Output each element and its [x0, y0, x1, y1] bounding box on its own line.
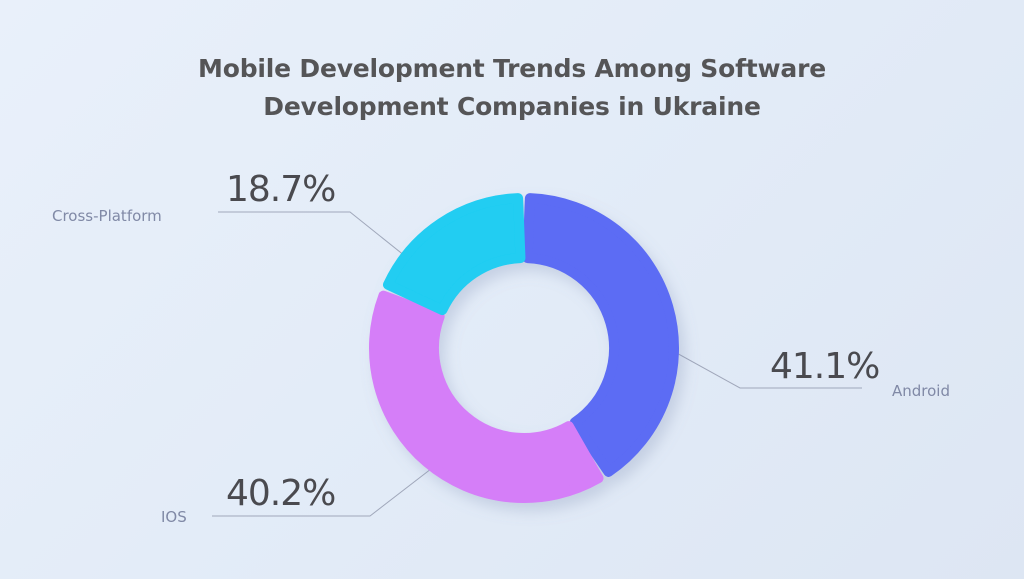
- slice-cross-platform: [382, 193, 526, 316]
- donut-slices: [369, 193, 679, 503]
- category-label-cross-platform: Cross-Platform: [52, 207, 162, 225]
- slice-android: [522, 193, 679, 477]
- value-label-ios: 40.2%: [226, 473, 335, 514]
- chart-title-line-1: Mobile Development Trends Among Software: [198, 54, 826, 83]
- value-label-cross-platform: 18.7%: [226, 169, 335, 210]
- chart-title: Mobile Development Trends Among Software…: [0, 50, 1024, 126]
- leader-line-cross-platform: [218, 211, 421, 269]
- chart-title-line-2: Development Companies in Ukraine: [263, 92, 761, 121]
- value-label-android: 41.1%: [770, 346, 879, 387]
- category-label-android: Android: [892, 382, 950, 400]
- category-label-ios: IOS: [161, 508, 187, 526]
- leader-line-ios: [212, 461, 441, 517]
- slice-ios: [369, 290, 604, 503]
